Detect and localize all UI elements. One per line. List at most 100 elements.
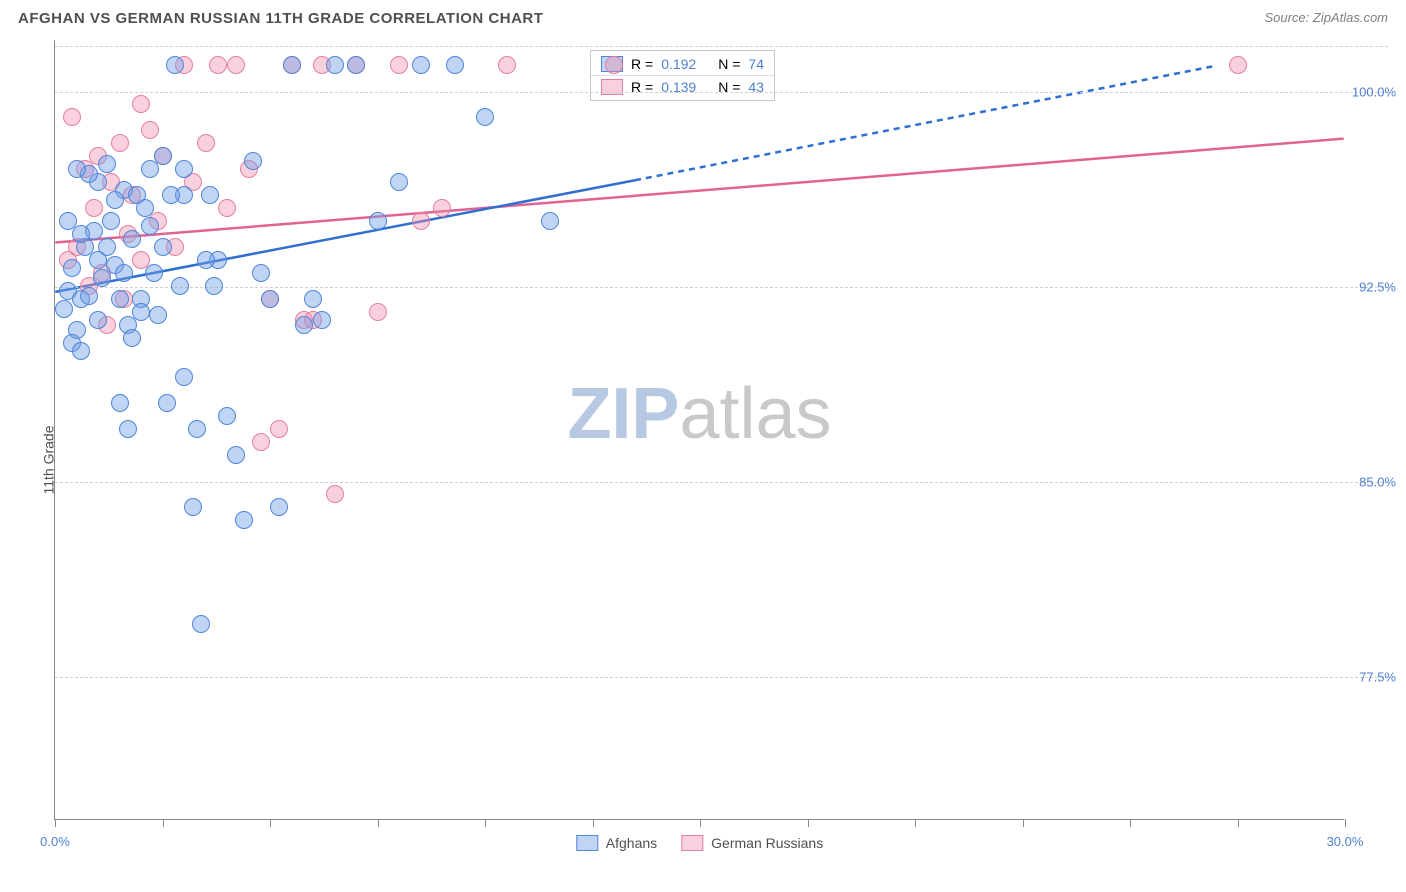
point-blue — [188, 420, 206, 438]
xtick — [808, 819, 809, 827]
xtick — [1238, 819, 1239, 827]
point-blue — [304, 290, 322, 308]
point-blue — [115, 264, 133, 282]
xtick — [700, 819, 701, 827]
ytick-label: 77.5% — [1359, 670, 1396, 685]
point-pink — [132, 95, 150, 113]
point-blue — [541, 212, 559, 230]
point-blue — [192, 615, 210, 633]
point-blue — [175, 160, 193, 178]
point-pink — [498, 56, 516, 74]
point-pink — [326, 485, 344, 503]
gridline-h — [55, 287, 1388, 288]
point-blue — [145, 264, 163, 282]
xtick — [55, 819, 56, 827]
n-value-blue: 74 — [748, 56, 764, 72]
point-blue — [149, 306, 167, 324]
point-blue — [136, 199, 154, 217]
point-blue — [111, 394, 129, 412]
point-pink — [605, 56, 623, 74]
n-label-blue: N = — [718, 56, 740, 72]
chart-container: 11th Grade ZIPatlas R = 0.192 N = 74 R =… — [18, 40, 1388, 880]
point-blue — [68, 160, 86, 178]
stats-row-pink: R = 0.139 N = 43 — [591, 75, 774, 98]
point-blue — [141, 217, 159, 235]
point-blue — [171, 277, 189, 295]
legend-item-blue: Afghans — [576, 835, 657, 851]
point-pink — [63, 108, 81, 126]
point-pink — [369, 303, 387, 321]
point-blue — [184, 498, 202, 516]
point-pink — [1229, 56, 1247, 74]
point-pink — [141, 121, 159, 139]
r-label-blue: R = — [631, 56, 653, 72]
point-blue — [270, 498, 288, 516]
point-blue — [175, 368, 193, 386]
gridline-h — [55, 46, 1388, 47]
point-blue — [72, 225, 90, 243]
point-pink — [227, 56, 245, 74]
xtick — [915, 819, 916, 827]
point-pink — [252, 433, 270, 451]
point-blue — [154, 147, 172, 165]
point-blue — [55, 300, 73, 318]
legend-swatch-blue — [576, 835, 598, 851]
point-pink — [85, 199, 103, 217]
legend-label-blue: Afghans — [606, 835, 657, 851]
point-blue — [446, 56, 464, 74]
point-pink — [111, 134, 129, 152]
point-blue — [201, 186, 219, 204]
ytick-label: 100.0% — [1352, 85, 1396, 100]
point-pink — [197, 134, 215, 152]
xtick — [1130, 819, 1131, 827]
gridline-h — [55, 482, 1388, 483]
point-blue — [205, 277, 223, 295]
plot-area: ZIPatlas R = 0.192 N = 74 R = 0.139 N = … — [54, 40, 1344, 820]
point-blue — [158, 394, 176, 412]
point-blue — [295, 316, 313, 334]
xtick — [485, 819, 486, 827]
point-blue — [283, 56, 301, 74]
point-blue — [227, 446, 245, 464]
point-blue — [412, 56, 430, 74]
point-blue — [235, 511, 253, 529]
point-blue — [119, 420, 137, 438]
legend-label-pink: German Russians — [711, 835, 823, 851]
point-blue — [244, 152, 262, 170]
point-blue — [123, 230, 141, 248]
point-blue — [106, 191, 124, 209]
point-pink — [412, 212, 430, 230]
point-blue — [111, 290, 129, 308]
xtick — [163, 819, 164, 827]
chart-title: AFGHAN VS GERMAN RUSSIAN 11TH GRADE CORR… — [18, 10, 543, 27]
ytick-label: 92.5% — [1359, 280, 1396, 295]
point-blue — [89, 311, 107, 329]
point-blue — [98, 155, 116, 173]
point-blue — [80, 287, 98, 305]
point-blue — [390, 173, 408, 191]
xtick — [378, 819, 379, 827]
point-blue — [326, 56, 344, 74]
point-pink — [433, 199, 451, 217]
point-blue — [369, 212, 387, 230]
point-blue — [123, 329, 141, 347]
xtick — [1345, 819, 1346, 827]
xtick-label: 30.0% — [1327, 834, 1364, 849]
point-pink — [270, 420, 288, 438]
point-blue — [252, 264, 270, 282]
xtick — [270, 819, 271, 827]
point-blue — [261, 290, 279, 308]
point-blue — [313, 311, 331, 329]
point-blue — [347, 56, 365, 74]
gridline-h — [55, 677, 1388, 678]
point-blue — [154, 238, 172, 256]
point-pink — [390, 56, 408, 74]
point-blue — [89, 251, 107, 269]
legend-item-pink: German Russians — [681, 835, 823, 851]
xtick — [1023, 819, 1024, 827]
ytick-label: 85.0% — [1359, 475, 1396, 490]
xtick — [593, 819, 594, 827]
gridline-h — [55, 92, 1388, 93]
point-blue — [218, 407, 236, 425]
bottom-legend: Afghans German Russians — [576, 835, 823, 851]
